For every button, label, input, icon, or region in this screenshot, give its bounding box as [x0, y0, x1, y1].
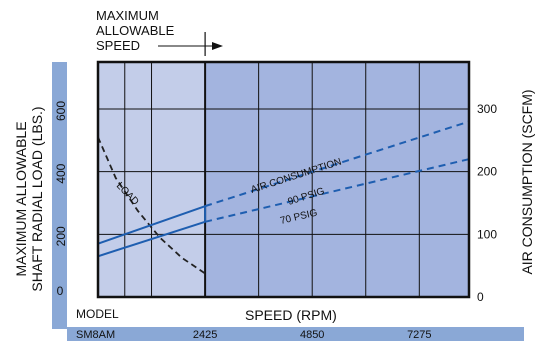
right-axis-title: AIR CONSUMPTION (SCFM) [519, 89, 535, 274]
right-tick-label-2: 200 [477, 165, 497, 179]
x-tick-label-1: 4850 [300, 329, 324, 341]
left-axis-title-line-2: SHAFT RADIAL LOAD (LBS.) [29, 106, 45, 291]
grid-lines [98, 62, 469, 297]
left-axis-band [52, 62, 67, 329]
annotation-line-2: ALLOWABLE [96, 23, 175, 38]
left-tick-label-3: 600 [54, 101, 68, 121]
90-psig-line-dashed [204, 120, 470, 208]
x-tick-label-2: 7275 [407, 329, 431, 341]
70-psig-line-solid [97, 220, 206, 258]
90-psig-line-solid [97, 205, 206, 245]
x-axis-title: SPEED (RPM) [245, 307, 337, 323]
left-tick-label-2: 400 [54, 163, 68, 183]
model-band [67, 327, 524, 341]
plot-frame [96, 60, 471, 299]
right-tick-label-3: 300 [477, 102, 497, 116]
x-axis-model-title: MODEL [76, 307, 119, 321]
left-axis-title-line-1: MAXIMUM ALLOWABLE [13, 121, 29, 276]
annotation-line-1: MAXIMUM [96, 8, 159, 23]
70-psig-line-dashed [204, 158, 470, 223]
load-curve [97, 136, 206, 275]
x-tick-label-0: 2425 [193, 329, 217, 341]
plot-area-above-max-speed [205, 62, 469, 297]
left-tick-label-1: 200 [54, 226, 68, 246]
annotation-arrow-head [212, 42, 223, 50]
left-tick-label-0: 0 [57, 284, 64, 298]
right-tick-label-1: 100 [477, 227, 497, 241]
annotation-line-3: SPEED [96, 38, 140, 53]
tick-labels: 0 200 400 600 0 100 200 300 2425 4850 7275 [54, 101, 497, 341]
model-name: SM8AM [76, 329, 115, 341]
right-tick-label-0: 0 [477, 290, 484, 304]
series-lines [97, 120, 470, 275]
